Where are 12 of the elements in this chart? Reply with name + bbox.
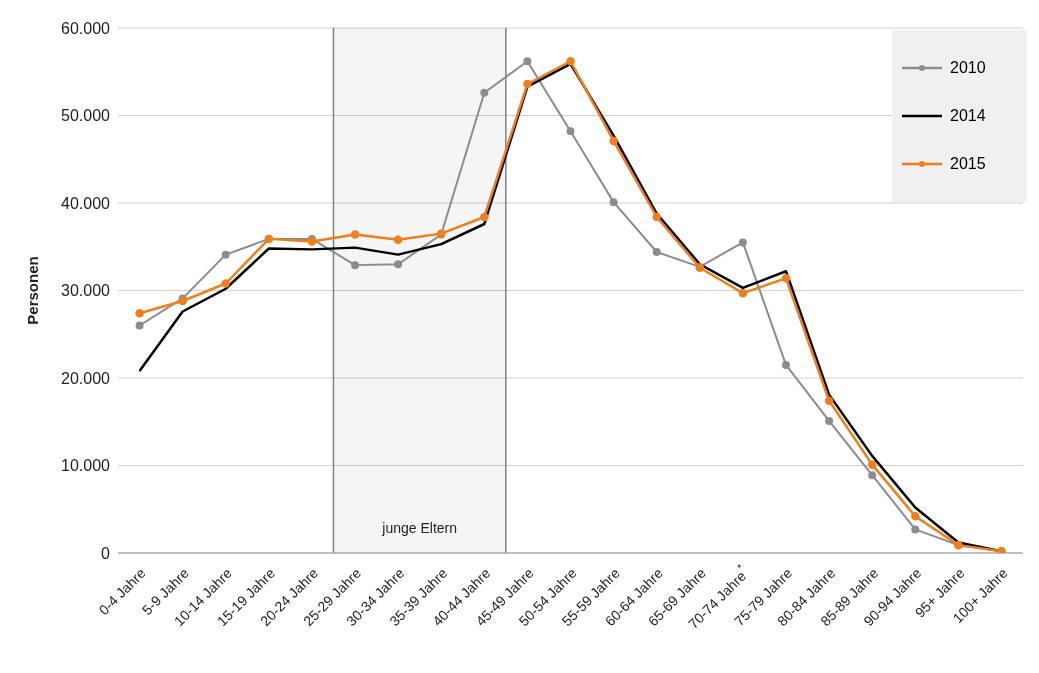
legend-label: 2015 (950, 155, 986, 173)
y-tick-label: 60.000 (61, 19, 111, 37)
y-tick-label: 50.000 (61, 107, 111, 125)
y-tick-label: 20.000 (61, 369, 111, 387)
legend-label: 2014 (950, 107, 986, 125)
y-tick-label: 0 (101, 544, 111, 562)
y-tick-label: 10.000 (61, 457, 111, 475)
y-axis-title: Personen (24, 256, 42, 325)
y-tick-label: 30.000 (61, 282, 111, 300)
legend-label: 2010 (950, 59, 986, 77)
band-label: junge Eltern (381, 520, 458, 536)
y-tick-label: 40.000 (61, 194, 111, 212)
